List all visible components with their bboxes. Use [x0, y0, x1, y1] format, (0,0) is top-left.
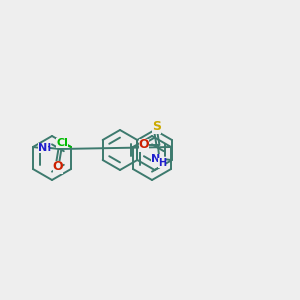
Text: N: N — [38, 143, 48, 153]
Text: S: S — [152, 121, 161, 134]
Text: O: O — [139, 139, 149, 152]
Text: H: H — [158, 158, 166, 168]
Text: H: H — [42, 143, 50, 153]
Text: O: O — [52, 160, 63, 173]
Text: Cl: Cl — [56, 138, 68, 148]
Text: N: N — [151, 154, 160, 164]
